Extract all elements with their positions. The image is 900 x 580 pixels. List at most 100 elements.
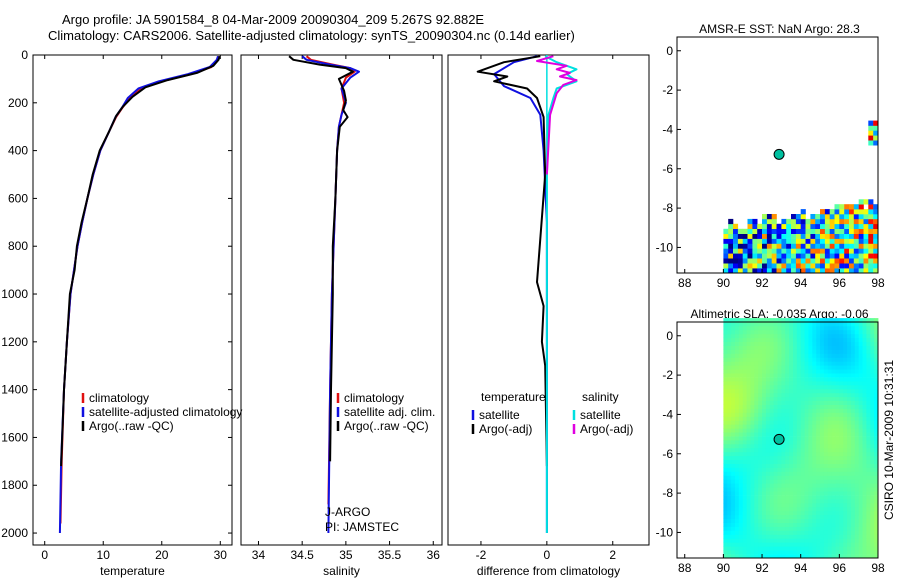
- difference-legend-label: satellite: [580, 408, 621, 422]
- sla-cell: [862, 392, 867, 398]
- sla-cell: [785, 502, 790, 508]
- sst-cell: [858, 223, 864, 229]
- sla-cell: [735, 357, 740, 362]
- sla-cell: [870, 522, 875, 527]
- sla-cell: [854, 506, 860, 512]
- sla-cell: [731, 443, 736, 449]
- sla-cell: [796, 408, 802, 413]
- sla-cell: [847, 329, 852, 335]
- sla-cell: [781, 534, 786, 539]
- sla-cell: [769, 420, 775, 425]
- sla-cell: [804, 318, 809, 323]
- sla-cell: [812, 534, 817, 539]
- sla-cell: [789, 522, 794, 527]
- sla-cell: [754, 392, 759, 398]
- sla-cell: [777, 345, 782, 350]
- sst-cell: [747, 268, 753, 274]
- sla-cell: [762, 329, 767, 335]
- sla-cell: [754, 518, 759, 523]
- sla-cell: [758, 432, 763, 437]
- sla-cell: [820, 341, 825, 346]
- sla-cell: [850, 349, 856, 354]
- sst-cell: [800, 218, 806, 225]
- sla-cell: [820, 455, 825, 460]
- sla-cell: [850, 455, 856, 460]
- sla-cell: [789, 337, 794, 342]
- sla-cell: [781, 377, 786, 382]
- sla-cell: [746, 353, 751, 358]
- sla-cell: [723, 479, 728, 484]
- sla-cell: [731, 392, 736, 398]
- sla-cell: [843, 506, 848, 512]
- sla-cell: [820, 365, 825, 370]
- sla-cell: [870, 526, 875, 531]
- sla-cell: [800, 404, 805, 409]
- sla-cell: [746, 506, 751, 512]
- sst-cell: [810, 223, 816, 229]
- sla-cell: [839, 357, 844, 362]
- sla-cell: [854, 491, 860, 496]
- sst-cell: [839, 248, 845, 254]
- sla-cell: [823, 459, 829, 464]
- sla-cell: [808, 341, 813, 346]
- sla-cell: [847, 384, 852, 390]
- sla-cell: [754, 463, 759, 468]
- difference-series-temperature-argo-adj-: [476, 55, 548, 467]
- sst-cell: [863, 218, 869, 225]
- sla-cell: [773, 329, 778, 335]
- sla-cell: [750, 436, 755, 441]
- sla-cell: [870, 428, 875, 433]
- sla-cell: [804, 412, 809, 417]
- sla-cell: [850, 341, 856, 346]
- sla-cell: [835, 388, 840, 394]
- sla-cell: [796, 388, 802, 394]
- sla-cell: [735, 353, 740, 358]
- sla-cell: [758, 447, 763, 453]
- sla-cell: [831, 404, 836, 409]
- sla-cell: [781, 357, 786, 362]
- sla-cell: [754, 357, 759, 362]
- sla-cell: [854, 392, 860, 398]
- sst-cell: [868, 248, 874, 254]
- sst-cell: [820, 243, 826, 249]
- sla-cell: [735, 392, 740, 398]
- sla-cell: [831, 341, 836, 346]
- sla-cell: [827, 436, 833, 441]
- sla-cell: [793, 510, 798, 516]
- sla-cell: [874, 420, 879, 425]
- sla-cell: [823, 345, 829, 350]
- sla-cell: [839, 400, 844, 405]
- sla-cell: [870, 475, 875, 480]
- sla-cell: [793, 451, 798, 457]
- sla-cell: [731, 518, 736, 523]
- sla-cell: [723, 459, 728, 464]
- sla-cell: [858, 329, 863, 335]
- sla-cell: [746, 522, 751, 527]
- sla-cell: [750, 459, 755, 464]
- sla-cell: [804, 369, 809, 374]
- sla-cell: [850, 384, 856, 390]
- sla-cell: [858, 514, 863, 519]
- sla-cell: [750, 463, 755, 468]
- sla-cell: [839, 475, 844, 480]
- sla-cell: [866, 447, 871, 453]
- sla-cell: [854, 408, 860, 413]
- sst-cell: [849, 263, 855, 269]
- sla-cell: [769, 459, 775, 464]
- sla-cell: [738, 499, 744, 504]
- sla-cell: [742, 479, 747, 484]
- sla-cell: [773, 412, 778, 417]
- sst-cell: [766, 258, 772, 264]
- sla-cell: [816, 400, 821, 405]
- sla-cell: [723, 546, 728, 551]
- sla-cell: [789, 479, 794, 484]
- sla-cell: [773, 471, 778, 476]
- sla-cell: [738, 373, 744, 378]
- sst-cell: [849, 238, 855, 244]
- sla-cell: [735, 329, 740, 335]
- sla-cell: [866, 349, 871, 354]
- sla-cell: [862, 506, 867, 512]
- sla-cell: [839, 381, 844, 386]
- sla-cell: [750, 432, 755, 437]
- sla-cell: [738, 353, 744, 358]
